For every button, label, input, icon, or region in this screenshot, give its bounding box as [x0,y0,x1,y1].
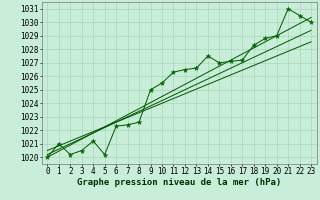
X-axis label: Graphe pression niveau de la mer (hPa): Graphe pression niveau de la mer (hPa) [77,178,281,187]
